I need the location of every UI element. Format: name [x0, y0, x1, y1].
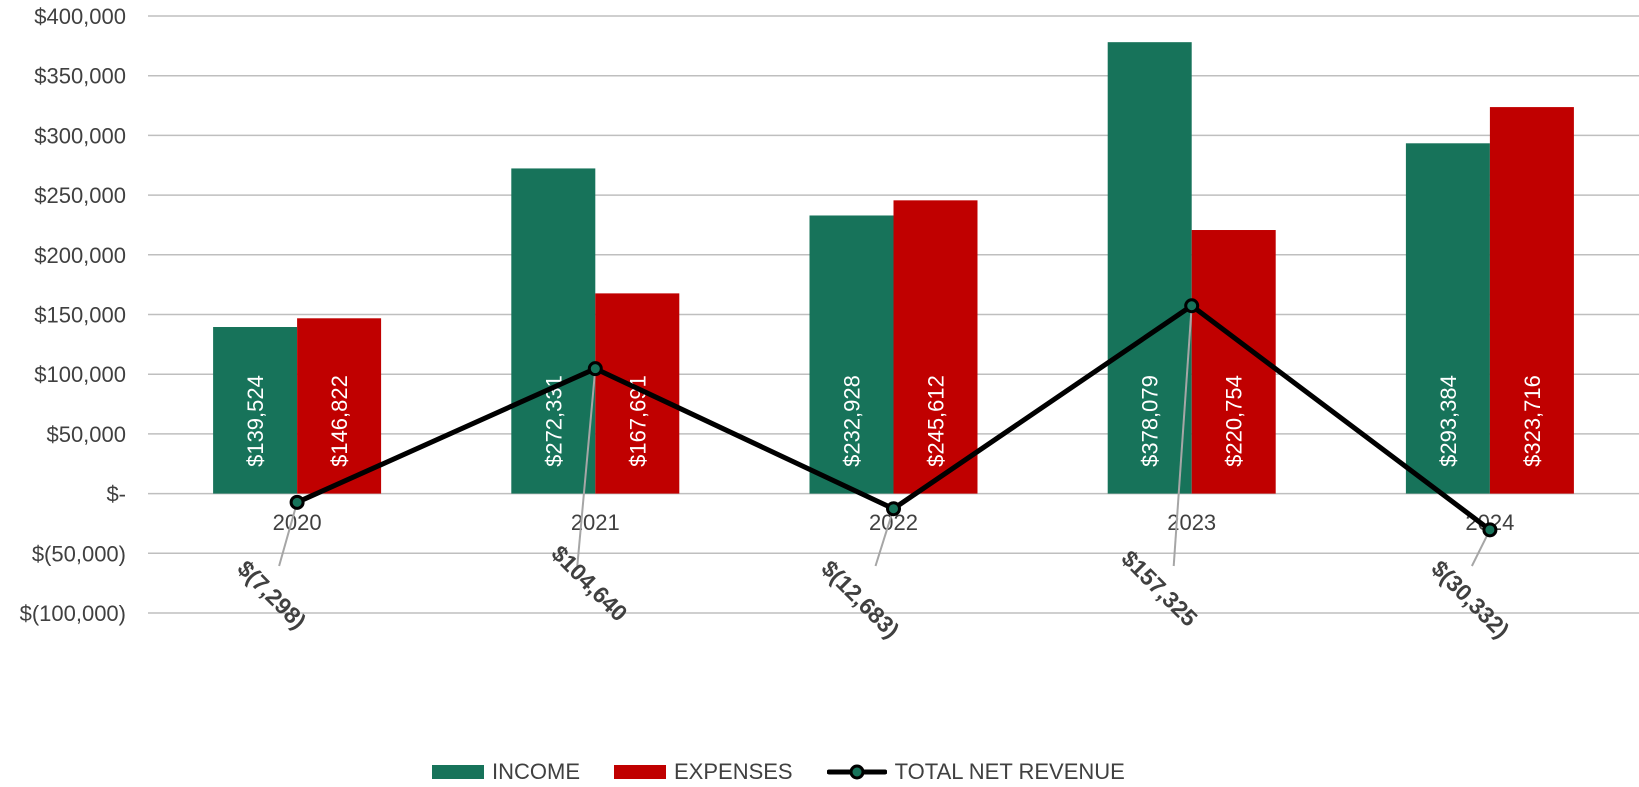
leader-line: [278, 502, 299, 567]
y-tick-label: $350,000: [34, 64, 126, 89]
net-revenue-point: [886, 501, 901, 517]
y-tick-label: $50,000: [46, 422, 126, 447]
legend-swatch-expenses: [614, 765, 666, 779]
bar-data-label: $146,822: [327, 375, 352, 467]
legend-label-net-revenue: TOTAL NET REVENUE: [894, 759, 1125, 784]
y-tick-label: $400,000: [34, 4, 126, 29]
net-revenue-line: [289, 298, 1498, 538]
bar-expenses-2024: [1489, 107, 1574, 494]
bars: $139,524 $146,822 $272,331 $167,691 $232,928…: [213, 42, 1574, 494]
x-tick-label: 2021: [571, 510, 620, 535]
bar-expenses-2023: [1191, 230, 1276, 494]
bar-income-2024: [1405, 143, 1490, 494]
y-tick-label: $100,000: [34, 362, 126, 387]
y-tick-label: $250,000: [34, 183, 126, 208]
bar-data-label: $323,716: [1520, 375, 1545, 467]
legend-item-net-revenue: TOTAL NET REVENUE: [826, 759, 1125, 785]
net-revenue-label: $(12,683): [816, 555, 904, 643]
y-tick-label: $(100,000): [20, 601, 126, 626]
bar-expenses-2021: [595, 293, 680, 494]
net-revenue-label: $(30,332): [1426, 555, 1514, 643]
legend-item-expenses: EXPENSES: [614, 759, 793, 785]
net-revenue-point: [289, 494, 305, 510]
bar-data-label: $293,384: [1436, 375, 1461, 467]
y-tick-label: $-: [106, 482, 126, 507]
bar-income-2021: [511, 168, 596, 494]
y-tick-label: $(50,000): [32, 541, 126, 566]
bar-data-label: $245,612: [924, 375, 949, 467]
legend-line-marker-icon: [826, 764, 887, 780]
legend-label-expenses: EXPENSES: [674, 759, 793, 784]
legend: INCOME EXPENSES TOTAL NET REVENUE: [432, 758, 1125, 786]
net-revenue-point: [1184, 298, 1200, 314]
y-tick-label: $150,000: [34, 303, 126, 328]
y-axis-ticks: $400,000 $350,000 $300,000 $250,000 $200,000…: [20, 4, 126, 626]
legend-label-income: INCOME: [492, 759, 580, 784]
net-revenue-label: $(7,298): [232, 555, 311, 634]
net-revenue-point: [587, 361, 603, 377]
bar-data-label: $139,524: [243, 375, 268, 467]
bar-income-2020: [213, 327, 298, 494]
bar-income-2022: [809, 215, 894, 494]
x-tick-label: 2023: [1167, 510, 1216, 535]
net-revenue-point: [1482, 522, 1498, 538]
bar-data-label: $232,928: [840, 375, 865, 467]
legend-item-income: INCOME: [432, 759, 580, 785]
bar-income-2023: [1107, 42, 1192, 494]
leader-line: [1172, 305, 1193, 567]
leader-line: [576, 368, 597, 567]
bar-expenses-2020: [297, 318, 382, 494]
bar-expenses-2022: [893, 200, 978, 494]
bar-data-label: $220,754: [1222, 375, 1247, 467]
y-tick-label: $200,000: [34, 243, 126, 268]
legend-swatch-income: [432, 765, 484, 779]
net-revenue-labels: $(7,298) $104,640 $(12,683) $157,325 $(30,33…: [232, 540, 1514, 643]
leader-line: [874, 508, 895, 567]
y-tick-label: $300,000: [34, 123, 126, 148]
net-revenue-label: $157,325: [1116, 545, 1202, 631]
bar-data-label: $378,079: [1138, 375, 1163, 467]
x-tick-label: 2020: [273, 510, 322, 535]
